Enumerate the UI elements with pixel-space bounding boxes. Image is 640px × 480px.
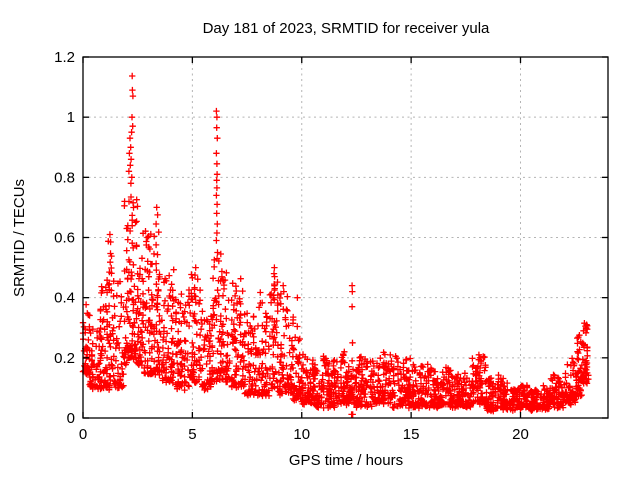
x-axis-label: GPS time / hours xyxy=(289,452,403,469)
y-tick-label: 0.8 xyxy=(54,169,75,186)
y-tick-label: 0.4 xyxy=(54,290,75,307)
x-tick-label: 5 xyxy=(188,426,196,443)
y-tick-label: 0 xyxy=(67,410,75,427)
y-axis-label: SRMTID / TECUs xyxy=(11,179,28,297)
x-tick-label: 20 xyxy=(512,426,529,443)
data-points-layer xyxy=(79,72,592,418)
axis-ticks xyxy=(82,56,608,419)
x-tick-label: 15 xyxy=(403,426,420,443)
axis-tick-labels: 0 5 10 15 20 0 0.2 0.4 0.6 0.8 1 1.2 xyxy=(54,49,529,443)
x-tick-label: 10 xyxy=(293,426,310,443)
y-tick-label: 1.2 xyxy=(54,49,75,66)
scatter-data-points xyxy=(79,72,592,418)
x-tick-label: 0 xyxy=(79,426,87,443)
chart-title: Day 181 of 2023, SRMTID for receiver yul… xyxy=(203,20,490,37)
y-tick-label: 0.2 xyxy=(54,350,75,367)
y-tick-label: 1 xyxy=(67,109,75,126)
y-tick-label: 0.6 xyxy=(54,230,75,247)
